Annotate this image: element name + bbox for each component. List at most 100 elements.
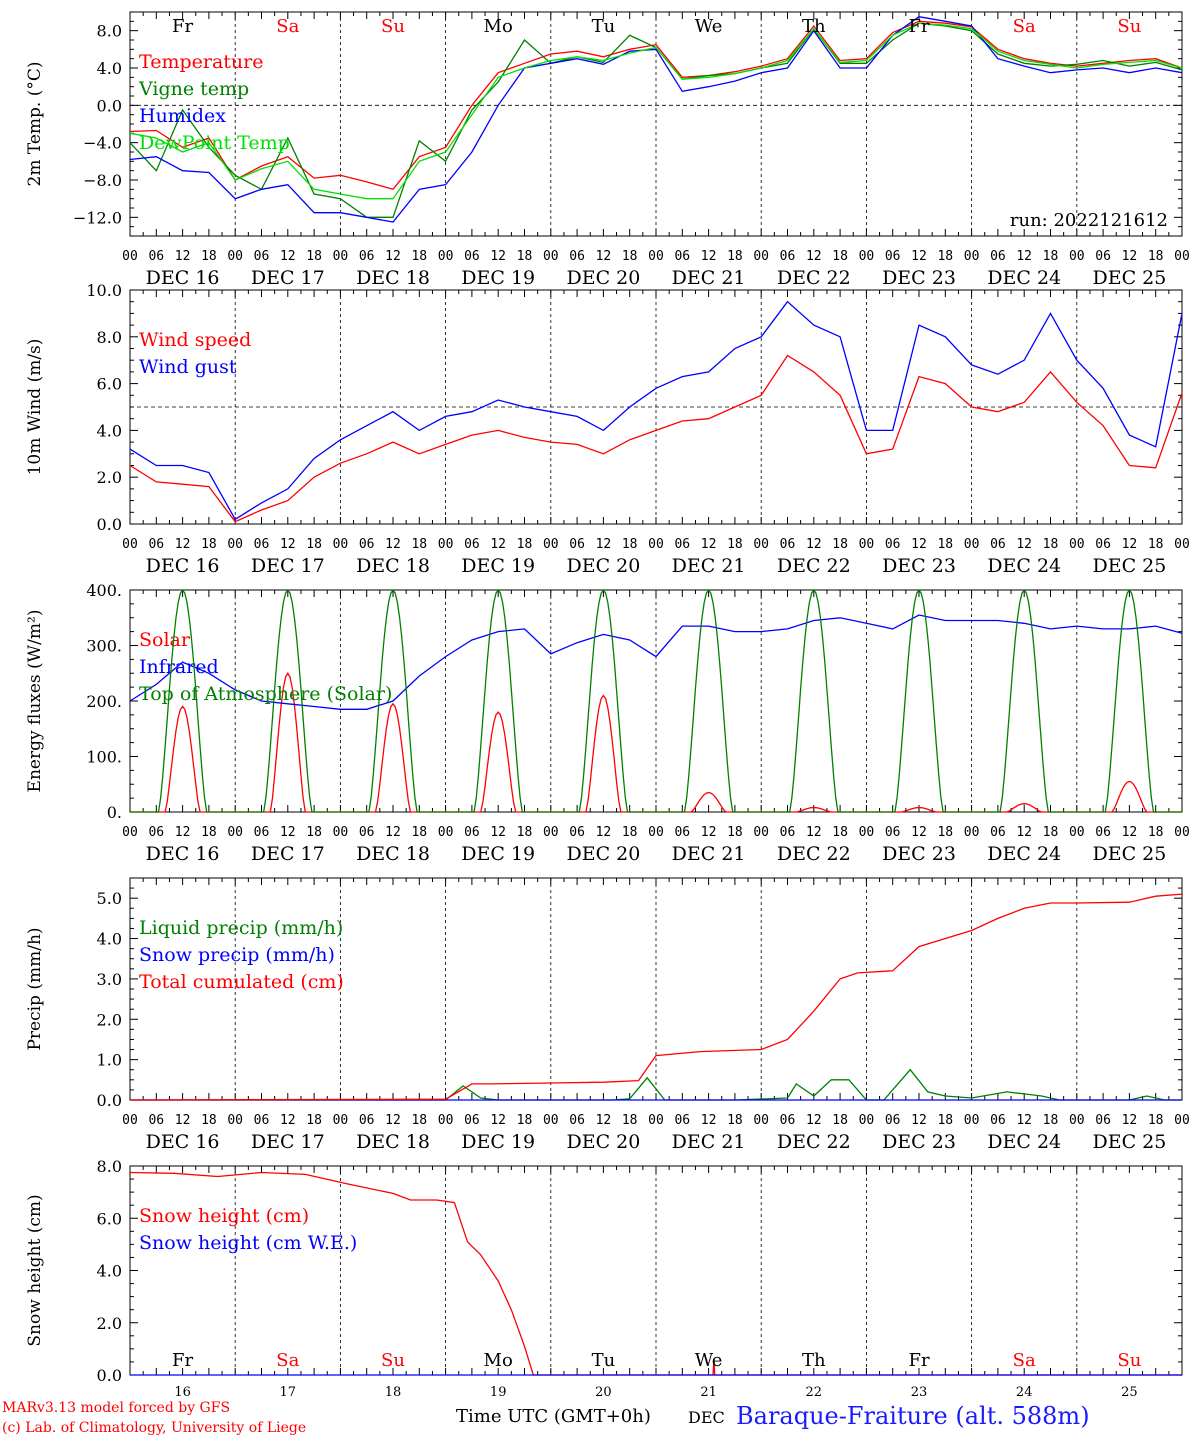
day-name: Sa	[1013, 1350, 1036, 1371]
hour-tick-label: 06	[780, 825, 796, 840]
day-name: We	[695, 16, 723, 37]
date-label: DEC 17	[251, 555, 325, 577]
hour-tick-label: 06	[464, 1113, 480, 1128]
day-name: Fr	[908, 16, 929, 37]
y-tick-label: −12.0	[73, 208, 122, 227]
y-tick-label: 0.0	[97, 1091, 122, 1110]
day-number: 24	[1016, 1385, 1033, 1400]
hour-tick-label: 00	[122, 537, 138, 552]
legend-entry: DewPoint Temp	[139, 132, 290, 154]
legend-entry: Snow precip (mm/h)	[139, 944, 335, 966]
date-label: DEC 23	[882, 267, 956, 289]
hour-tick-label: 18	[727, 1113, 743, 1128]
hour-tick-label: 12	[596, 249, 612, 264]
hour-tick-label: 12	[385, 825, 401, 840]
hour-tick-label: 12	[806, 825, 822, 840]
hour-tick-label: 06	[148, 537, 164, 552]
hour-tick-label: 18	[937, 1113, 953, 1128]
hour-tick-label: 00	[438, 825, 454, 840]
date-label: DEC 16	[146, 267, 220, 289]
hour-tick-label: 18	[832, 249, 848, 264]
legend-entry: Snow height (cm)	[139, 1205, 309, 1227]
hour-tick-label: 18	[937, 249, 953, 264]
hour-tick-label: 00	[859, 249, 875, 264]
hour-tick-label: 12	[1016, 249, 1032, 264]
hour-tick-label: 00	[648, 825, 664, 840]
hour-tick-label: 12	[280, 537, 296, 552]
day-number: 16	[174, 1385, 191, 1400]
legend-entry: Humidex	[139, 105, 226, 127]
hour-tick-label: 12	[490, 537, 506, 552]
hour-tick-label: 00	[122, 1113, 138, 1128]
date-label: DEC 17	[251, 267, 325, 289]
y-tick-label: 0.	[107, 803, 122, 822]
hour-tick-label: 12	[1122, 249, 1138, 264]
hour-tick-label: 00	[964, 249, 980, 264]
hour-tick-label: 06	[254, 1113, 270, 1128]
y-tick-label: 6.0	[97, 1209, 122, 1228]
y-tick-label: 5.0	[97, 889, 122, 908]
y-tick-label: 10.0	[86, 281, 122, 300]
date-label: DEC 16	[146, 555, 220, 577]
hour-tick-label: 12	[280, 825, 296, 840]
hour-tick-label: 18	[832, 825, 848, 840]
y-tick-label: 8.0	[97, 328, 122, 347]
date-label: DEC 18	[356, 267, 430, 289]
day-name: Fr	[908, 1350, 929, 1371]
hour-tick-label: 18	[1043, 537, 1059, 552]
hour-tick-label: 12	[1016, 1113, 1032, 1128]
day-name: Th	[802, 1350, 826, 1371]
date-label: DEC 17	[251, 843, 325, 865]
hour-tick-label: 12	[175, 825, 191, 840]
hour-tick-label: 06	[885, 249, 901, 264]
date-label: DEC 19	[461, 1131, 535, 1153]
day-name: Sa	[1013, 16, 1036, 37]
day-name: Sa	[276, 1350, 299, 1371]
day-name: Tu	[592, 1350, 616, 1371]
hour-tick-label: 00	[333, 537, 349, 552]
series-line-1-0	[129, 354, 1183, 523]
y-tick-label: 100.	[86, 748, 122, 767]
series-line-0-3	[129, 22, 1183, 200]
date-label: DEC 20	[566, 267, 640, 289]
day-number: 25	[1121, 1385, 1138, 1400]
date-label: DEC 20	[566, 555, 640, 577]
x-axis-label: Time UTC (GMT+0h)	[456, 1406, 651, 1427]
y-tick-label: 4.0	[97, 930, 122, 949]
hour-tick-label: 06	[359, 537, 375, 552]
hour-tick-label: 00	[227, 1113, 243, 1128]
series-line-2-2	[130, 588, 1182, 813]
hour-tick-label: 00	[648, 249, 664, 264]
hour-tick-label: 12	[490, 1113, 506, 1128]
hour-tick-label: 06	[674, 537, 690, 552]
date-label: DEC 24	[987, 1131, 1061, 1153]
hour-tick-label: 18	[727, 825, 743, 840]
date-label: DEC 18	[356, 843, 430, 865]
hour-tick-label: 18	[201, 249, 217, 264]
legend-entry: Solar	[139, 629, 191, 651]
hour-tick-label: 06	[674, 249, 690, 264]
date-label: DEC 25	[1092, 1131, 1166, 1153]
hour-tick-label: 00	[859, 1113, 875, 1128]
date-label: DEC 16	[146, 843, 220, 865]
credit-line-2: (c) Lab. of Climatology, University of L…	[2, 1420, 307, 1436]
hour-tick-label: 06	[569, 249, 585, 264]
hour-tick-label: 00	[333, 1113, 349, 1128]
hour-tick-label: 18	[411, 1113, 427, 1128]
date-label: DEC 22	[777, 267, 851, 289]
hour-tick-label: 18	[306, 1113, 322, 1128]
date-label: DEC 20	[566, 1131, 640, 1153]
hour-tick-label: 00	[753, 249, 769, 264]
hour-tick-label: 00	[543, 1113, 559, 1128]
date-label: DEC 23	[882, 1131, 956, 1153]
hour-tick-label: 00	[122, 825, 138, 840]
hour-tick-label: 00	[1069, 1113, 1085, 1128]
y-axis-label: Precip (mm/h)	[25, 927, 45, 1050]
hour-tick-label: 00	[1069, 825, 1085, 840]
date-label: DEC 22	[777, 1131, 851, 1153]
hour-tick-label: 18	[622, 537, 638, 552]
hour-tick-label: 00	[333, 825, 349, 840]
date-label: DEC 24	[987, 555, 1061, 577]
y-tick-label: 8.0	[97, 1157, 122, 1176]
y-axis-label: 2m Temp. (°C)	[25, 61, 45, 186]
